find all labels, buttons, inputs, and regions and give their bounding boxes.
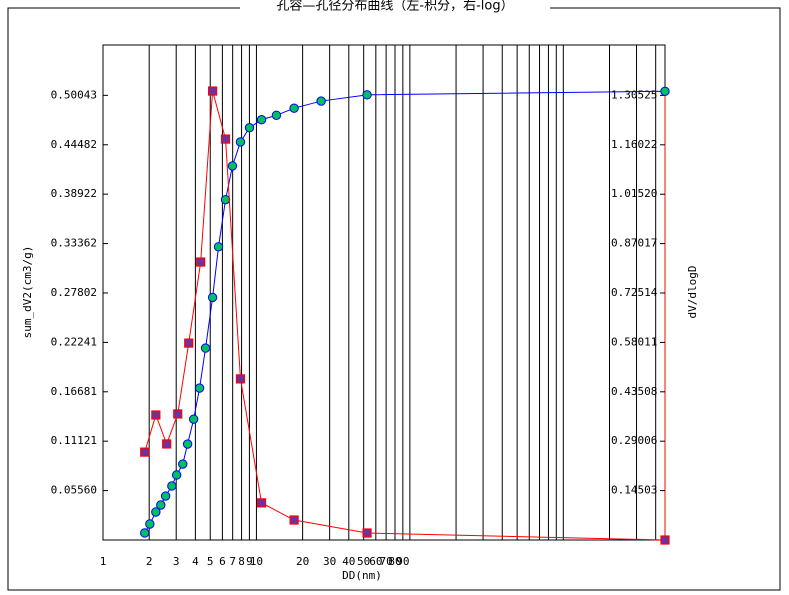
point	[256, 498, 267, 508]
y2-tick-label: 1.30525	[611, 88, 657, 101]
y-tick-label: 0.05560	[51, 484, 97, 497]
point	[244, 123, 255, 133]
point	[173, 409, 183, 419]
point	[151, 410, 161, 420]
x-tick-label: 70	[379, 555, 392, 568]
x-tick-label: 40	[342, 555, 355, 568]
point	[362, 90, 372, 100]
point	[160, 491, 171, 501]
title-bg	[240, 0, 550, 14]
x-tick-label: 90	[396, 555, 409, 568]
x-tick-label: 8	[238, 555, 245, 568]
point	[220, 134, 231, 144]
y2-tick-label: 0.29006	[611, 434, 657, 447]
x-tick-label: 4	[192, 555, 199, 568]
point	[184, 338, 194, 348]
point	[256, 115, 267, 125]
x-tick-label: 80	[388, 555, 401, 568]
chart-title: 孔容—孔径分布曲线（左-积分，右-log）	[276, 0, 513, 14]
y2-tick-label: 0.14503	[611, 484, 657, 497]
point	[213, 242, 224, 252]
y-tick-label: 0.44482	[51, 138, 97, 151]
point	[289, 515, 299, 525]
point	[178, 459, 188, 469]
y2-tick-label: 0.58011	[611, 335, 657, 348]
x-tick-label: 50	[357, 555, 370, 568]
y2-tick-label: 0.87017	[611, 237, 657, 250]
point	[660, 535, 670, 545]
point	[208, 86, 218, 96]
y-tick-label: 0.27802	[51, 286, 97, 299]
point	[140, 447, 150, 457]
point	[182, 439, 193, 449]
point	[362, 528, 372, 538]
y-tick-label: 0.22241	[51, 335, 97, 348]
plot-area	[102, 44, 666, 541]
x-tick-label: 60	[369, 555, 382, 568]
y2-tick-label: 1.16022	[611, 138, 657, 151]
y-tick-label: 0.11121	[51, 434, 97, 447]
point	[200, 343, 211, 353]
y2-axis-label: dV/dlogD	[686, 266, 699, 319]
y-tick-label: 0.50043	[51, 88, 97, 101]
y-tick-label: 0.38922	[51, 187, 97, 200]
y2-tick-label: 1.01520	[611, 187, 657, 200]
x-tick-label: 20	[296, 555, 309, 568]
point	[140, 528, 150, 538]
y2-tick-label: 0.43508	[611, 385, 657, 398]
x-tick-label: 5	[207, 555, 214, 568]
y-axis-label: sum_dV2(cm3/g)	[21, 246, 34, 339]
x-axis-label: DD(nm)	[342, 569, 382, 582]
point	[145, 519, 155, 529]
x-tick-label: 2	[146, 555, 153, 568]
x-tick-label: 3	[173, 555, 180, 568]
point	[151, 507, 161, 517]
x-tick-label: 1	[100, 555, 107, 568]
point	[156, 500, 166, 510]
x-tick-label: 30	[323, 555, 336, 568]
point	[289, 103, 299, 113]
point	[171, 470, 182, 480]
point	[194, 383, 205, 393]
point	[188, 414, 199, 424]
point	[207, 292, 218, 303]
x-tick-label: 7	[229, 555, 236, 568]
point	[271, 110, 282, 120]
point	[660, 86, 670, 96]
point	[162, 439, 172, 449]
point	[316, 96, 326, 106]
point	[196, 257, 206, 267]
y-tick-label: 0.16681	[51, 385, 97, 398]
point	[227, 161, 238, 171]
point	[235, 374, 246, 384]
y-tick-label: 0.33362	[51, 237, 97, 250]
x-tick-label: 10	[250, 555, 263, 568]
point	[235, 137, 246, 147]
x-tick-label: 6	[219, 555, 226, 568]
point	[220, 194, 231, 205]
y2-tick-label: 0.72514	[611, 286, 658, 299]
point	[167, 481, 177, 491]
x-tick-label: 9	[246, 555, 253, 568]
